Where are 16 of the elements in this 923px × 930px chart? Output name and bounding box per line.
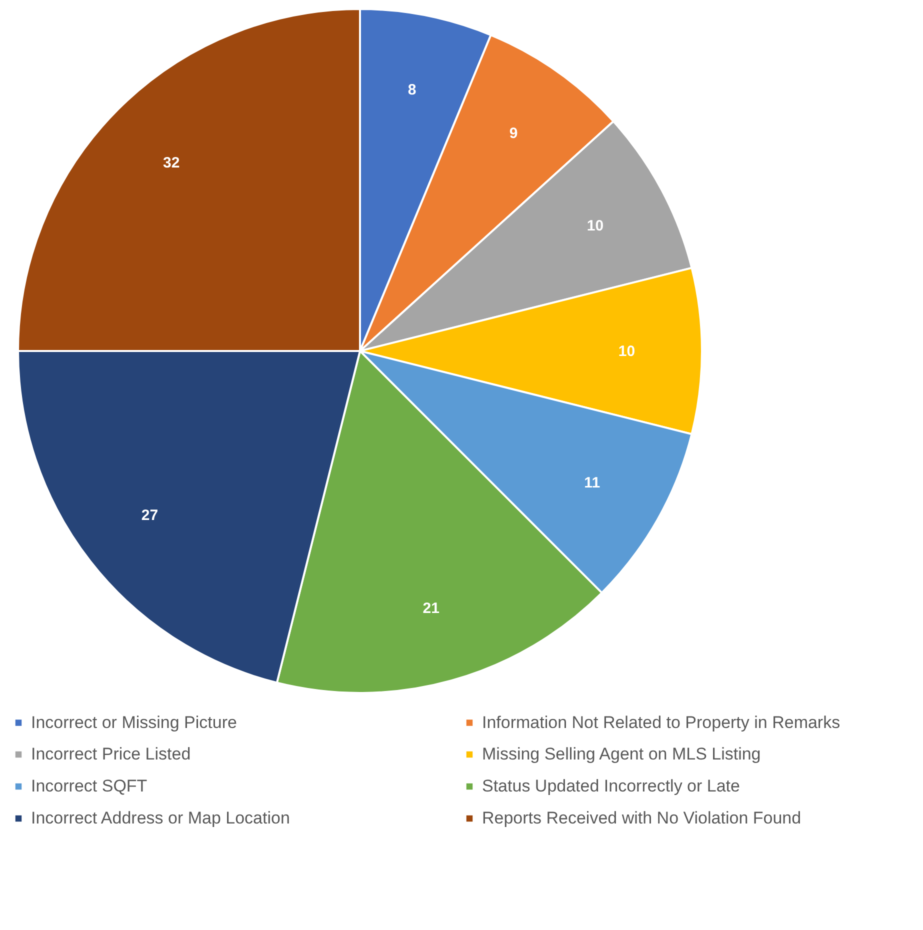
legend-label: Incorrect or Missing Picture: [31, 712, 237, 732]
legend-label: Incorrect SQFT: [31, 776, 148, 796]
legend-label: Missing Selling Agent on MLS Listing: [482, 744, 761, 764]
legend-label: Reports Received with No Violation Found: [482, 808, 802, 828]
data-label: 10: [618, 343, 636, 360]
data-label: 11: [584, 474, 600, 492]
data-label: 8: [408, 81, 416, 98]
data-label: 27: [141, 507, 158, 524]
legend-label: Incorrect Address or Map Location: [31, 808, 290, 828]
data-label: 9: [509, 124, 518, 142]
legend-label: Status Updated Incorrectly or Late: [482, 776, 740, 796]
legend-label: Incorrect Price Listed: [31, 744, 191, 764]
data-label: 10: [586, 217, 604, 234]
data-label: 21: [422, 600, 440, 618]
legend-label: Information Not Related to Property in Remarks: [482, 712, 840, 732]
data-label: 32: [163, 154, 180, 172]
